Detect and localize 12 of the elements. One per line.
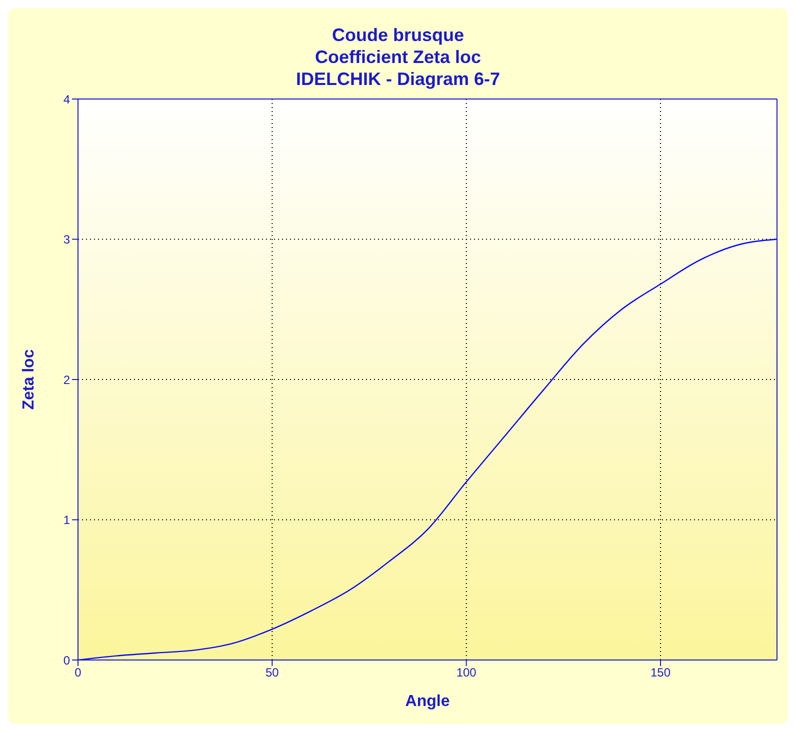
x-axis-title: Angle (405, 693, 450, 710)
y-axis-title: Zeta loc (20, 349, 38, 410)
x-tick-label: 150 (650, 666, 671, 680)
x-tick-label: 0 (74, 666, 82, 680)
chart-title: Coude brusque Coefficient Zeta loc IDELCHIK - Diagram 6-7 (294, 24, 502, 90)
y-tick-label: 4 (63, 92, 70, 106)
y-tick-label: 0 (63, 653, 70, 668)
y-tick-label: 1 (63, 513, 70, 528)
y-tick-label: 2 (63, 372, 70, 387)
y-tick-label: 3 (63, 232, 70, 247)
x-tick-label: 100 (456, 666, 477, 680)
x-tick-label: 50 (265, 666, 280, 680)
